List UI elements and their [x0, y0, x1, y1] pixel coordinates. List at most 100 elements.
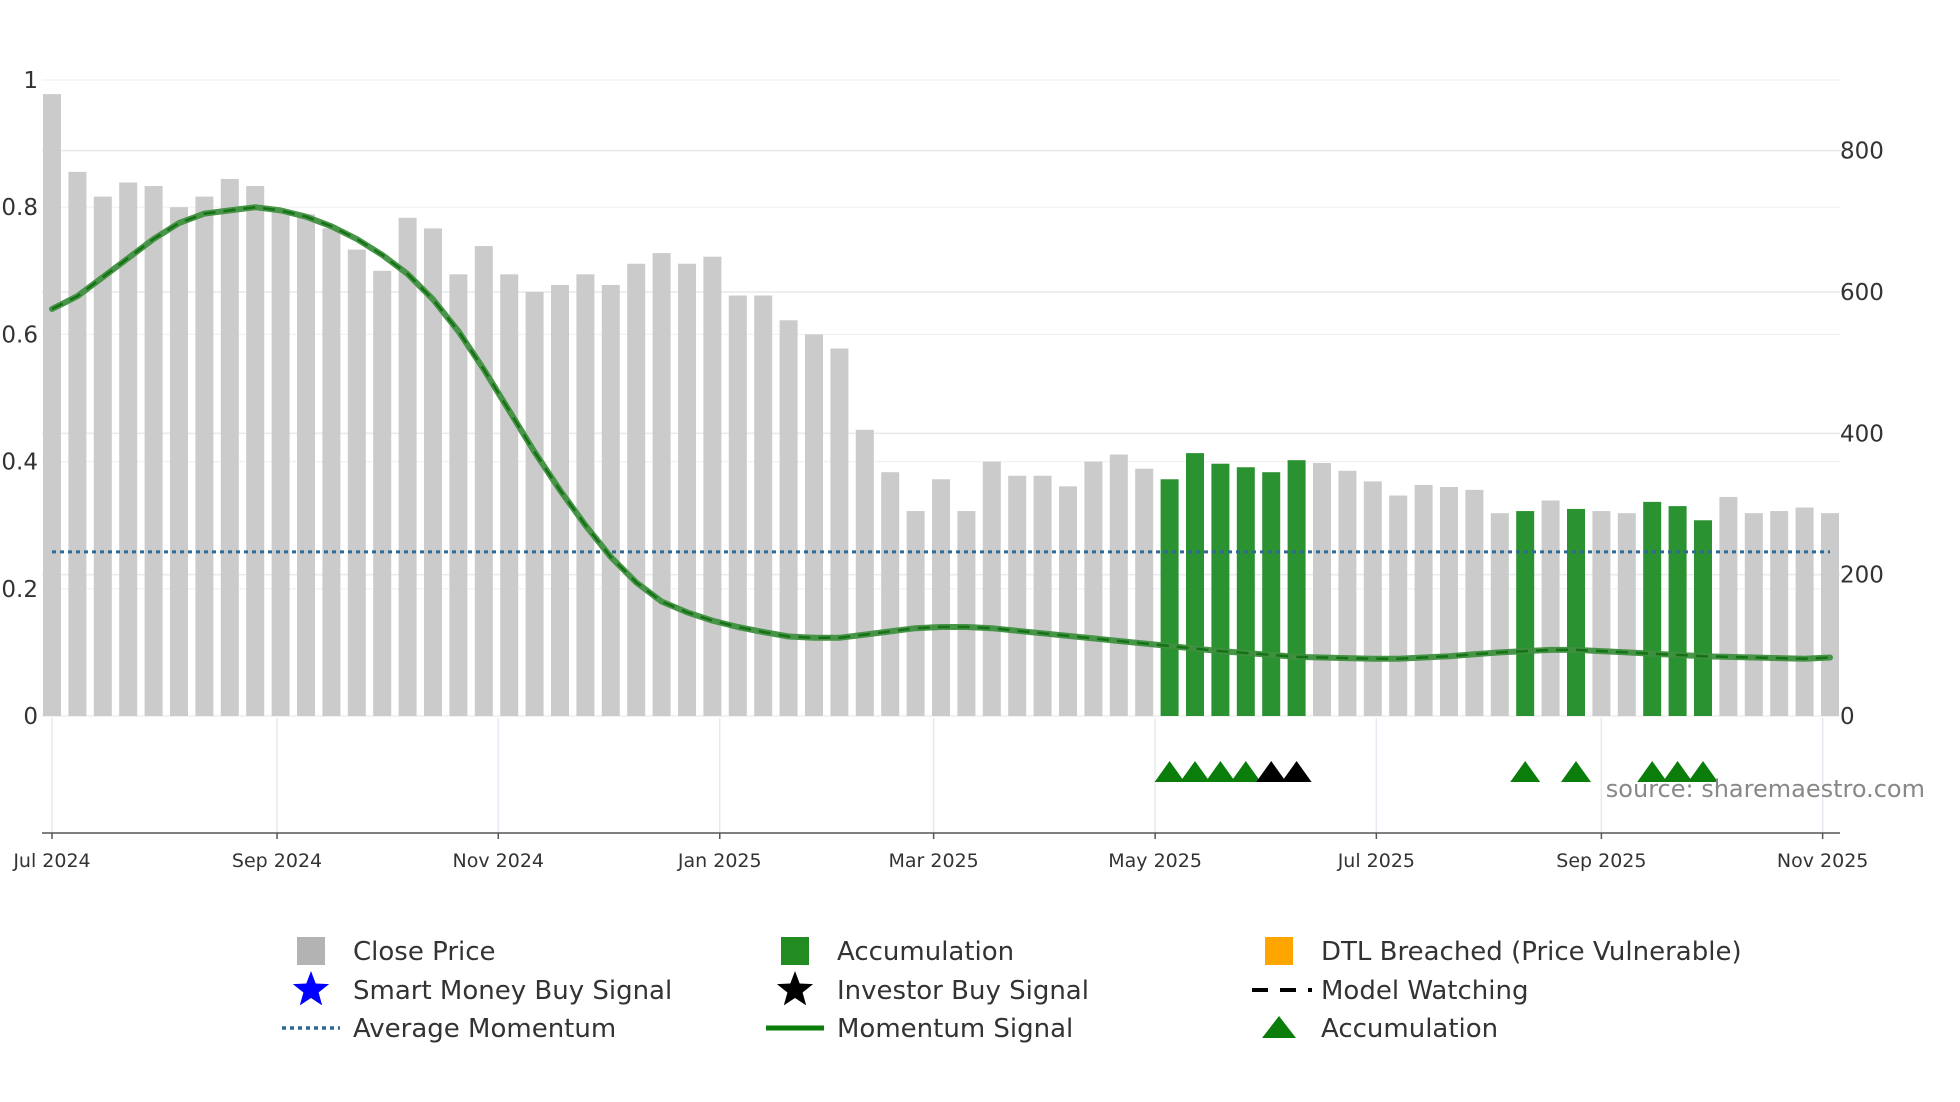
x-tick-label: Jul 2024 — [12, 850, 90, 872]
close-price-bar — [1592, 511, 1611, 716]
accumulation-marker — [1662, 761, 1693, 782]
close-price-bar — [119, 182, 138, 716]
investor-buy-marker — [1281, 761, 1312, 782]
close-price-bar — [1719, 496, 1738, 716]
close-price-bar — [170, 207, 188, 716]
close-price-bar — [627, 263, 646, 716]
close-price-bar — [525, 292, 544, 716]
close-price-bar — [1389, 495, 1408, 716]
right-tick-label: 200 — [1840, 563, 1884, 589]
close-price-bar — [271, 210, 290, 716]
left-tick-label: 0.6 — [1, 322, 38, 348]
accumulation-bar — [1567, 508, 1585, 716]
investor-buy-marker — [1256, 761, 1287, 782]
legend-item: Accumulation — [1262, 1014, 1498, 1044]
x-tick-label: Sep 2025 — [1556, 850, 1646, 872]
right-tick-label: 400 — [1840, 421, 1884, 447]
close-price-bar — [1821, 513, 1839, 716]
close-price-bar — [881, 472, 900, 716]
left-tick-label: 0.2 — [1, 577, 38, 603]
close-price-bar — [830, 348, 849, 716]
accumulation-bar — [1668, 506, 1687, 716]
close-price-bar — [1033, 475, 1052, 716]
legend-item: Investor Buy Signal — [776, 971, 1089, 1006]
legend-item: Average Momentum — [282, 1014, 616, 1044]
legend-triangle-icon — [1262, 1016, 1296, 1038]
legend-item: Smart Money Buy Signal — [292, 971, 672, 1006]
close-price-bar — [1363, 481, 1382, 716]
legend-label: Investor Buy Signal — [837, 976, 1089, 1006]
x-tick-label: Nov 2025 — [1777, 850, 1868, 872]
close-price-bar — [373, 270, 392, 716]
close-price-bar — [1440, 487, 1458, 716]
x-tick-label: Sep 2024 — [232, 850, 322, 872]
legend-star-icon — [776, 971, 814, 1006]
close-price-bar — [93, 196, 112, 717]
close-price-bar — [576, 274, 595, 716]
legend-label: Close Price — [353, 937, 496, 967]
close-price-bar — [601, 284, 620, 716]
accumulation-bar — [1694, 520, 1712, 716]
legend-item: Close Price — [297, 937, 496, 967]
close-price-bar — [398, 217, 417, 717]
close-price-bar — [1465, 489, 1484, 716]
close-price-bar — [220, 178, 239, 716]
close-price-bar — [1059, 486, 1077, 716]
legend-swatch — [781, 937, 809, 965]
close-price-bar — [144, 186, 163, 716]
x-tick-label: May 2025 — [1108, 850, 1202, 872]
close-price-bar — [779, 320, 798, 716]
legend: Close Price Accumulation DTL Breached (Pri… — [282, 937, 1742, 1044]
close-price-bar — [1084, 461, 1103, 716]
accumulation-marker — [1230, 761, 1261, 782]
close-price-bars — [43, 94, 1839, 717]
close-price-bar — [322, 228, 341, 716]
signal-markers — [1154, 761, 1718, 782]
legend-label: Accumulation — [1321, 1014, 1498, 1044]
close-price-bar — [43, 94, 61, 717]
legend-label: Accumulation — [837, 937, 1014, 967]
close-price-bar — [347, 249, 366, 716]
close-price-bar — [805, 334, 823, 716]
close-price-bar — [1744, 513, 1763, 716]
momentum-lines — [49, 204, 1833, 662]
close-price-bar — [1770, 511, 1789, 716]
legend-label: Model Watching — [1321, 976, 1528, 1006]
legend-item: Accumulation — [781, 937, 1014, 967]
legend-item: Model Watching — [1252, 976, 1528, 1006]
close-price-bar — [1338, 470, 1357, 716]
accumulation-bar — [1160, 479, 1179, 716]
accumulation-bar — [1643, 501, 1662, 716]
close-price-bar — [551, 284, 569, 716]
legend-label: DTL Breached (Price Vulnerable) — [1321, 937, 1742, 967]
close-price-bar — [1008, 475, 1027, 716]
legend-label: Average Momentum — [353, 1014, 616, 1044]
left-tick-label: 0 — [23, 704, 38, 730]
accumulation-bar — [1186, 453, 1204, 716]
close-price-bar — [1490, 513, 1509, 716]
close-price-bar — [982, 461, 1001, 716]
accumulation-marker — [1154, 761, 1185, 782]
accumulation-marker — [1561, 761, 1591, 782]
close-price-bar — [68, 171, 87, 716]
close-price-bar — [678, 263, 696, 716]
accumulation-marker — [1688, 761, 1718, 782]
legend-swatch — [297, 937, 325, 965]
accumulation-bar — [1516, 511, 1535, 716]
source-label: source: sharemaestro.com — [1606, 775, 1925, 803]
close-price-bar — [195, 196, 214, 717]
x-tick-label: Mar 2025 — [889, 850, 979, 872]
legend-item: Momentum Signal — [766, 1014, 1073, 1044]
close-price-bar — [906, 511, 925, 716]
legend-swatch — [1265, 937, 1293, 965]
close-price-bar — [1135, 468, 1154, 716]
accumulation-bar — [1287, 460, 1306, 716]
close-price-bar — [474, 246, 493, 717]
close-price-bar — [246, 186, 265, 716]
close-price-bar — [855, 429, 874, 716]
close-price-bar — [297, 214, 315, 716]
accumulation-marker — [1510, 761, 1541, 782]
right-tick-label: 800 — [1840, 139, 1884, 165]
accumulation-marker — [1637, 761, 1668, 782]
